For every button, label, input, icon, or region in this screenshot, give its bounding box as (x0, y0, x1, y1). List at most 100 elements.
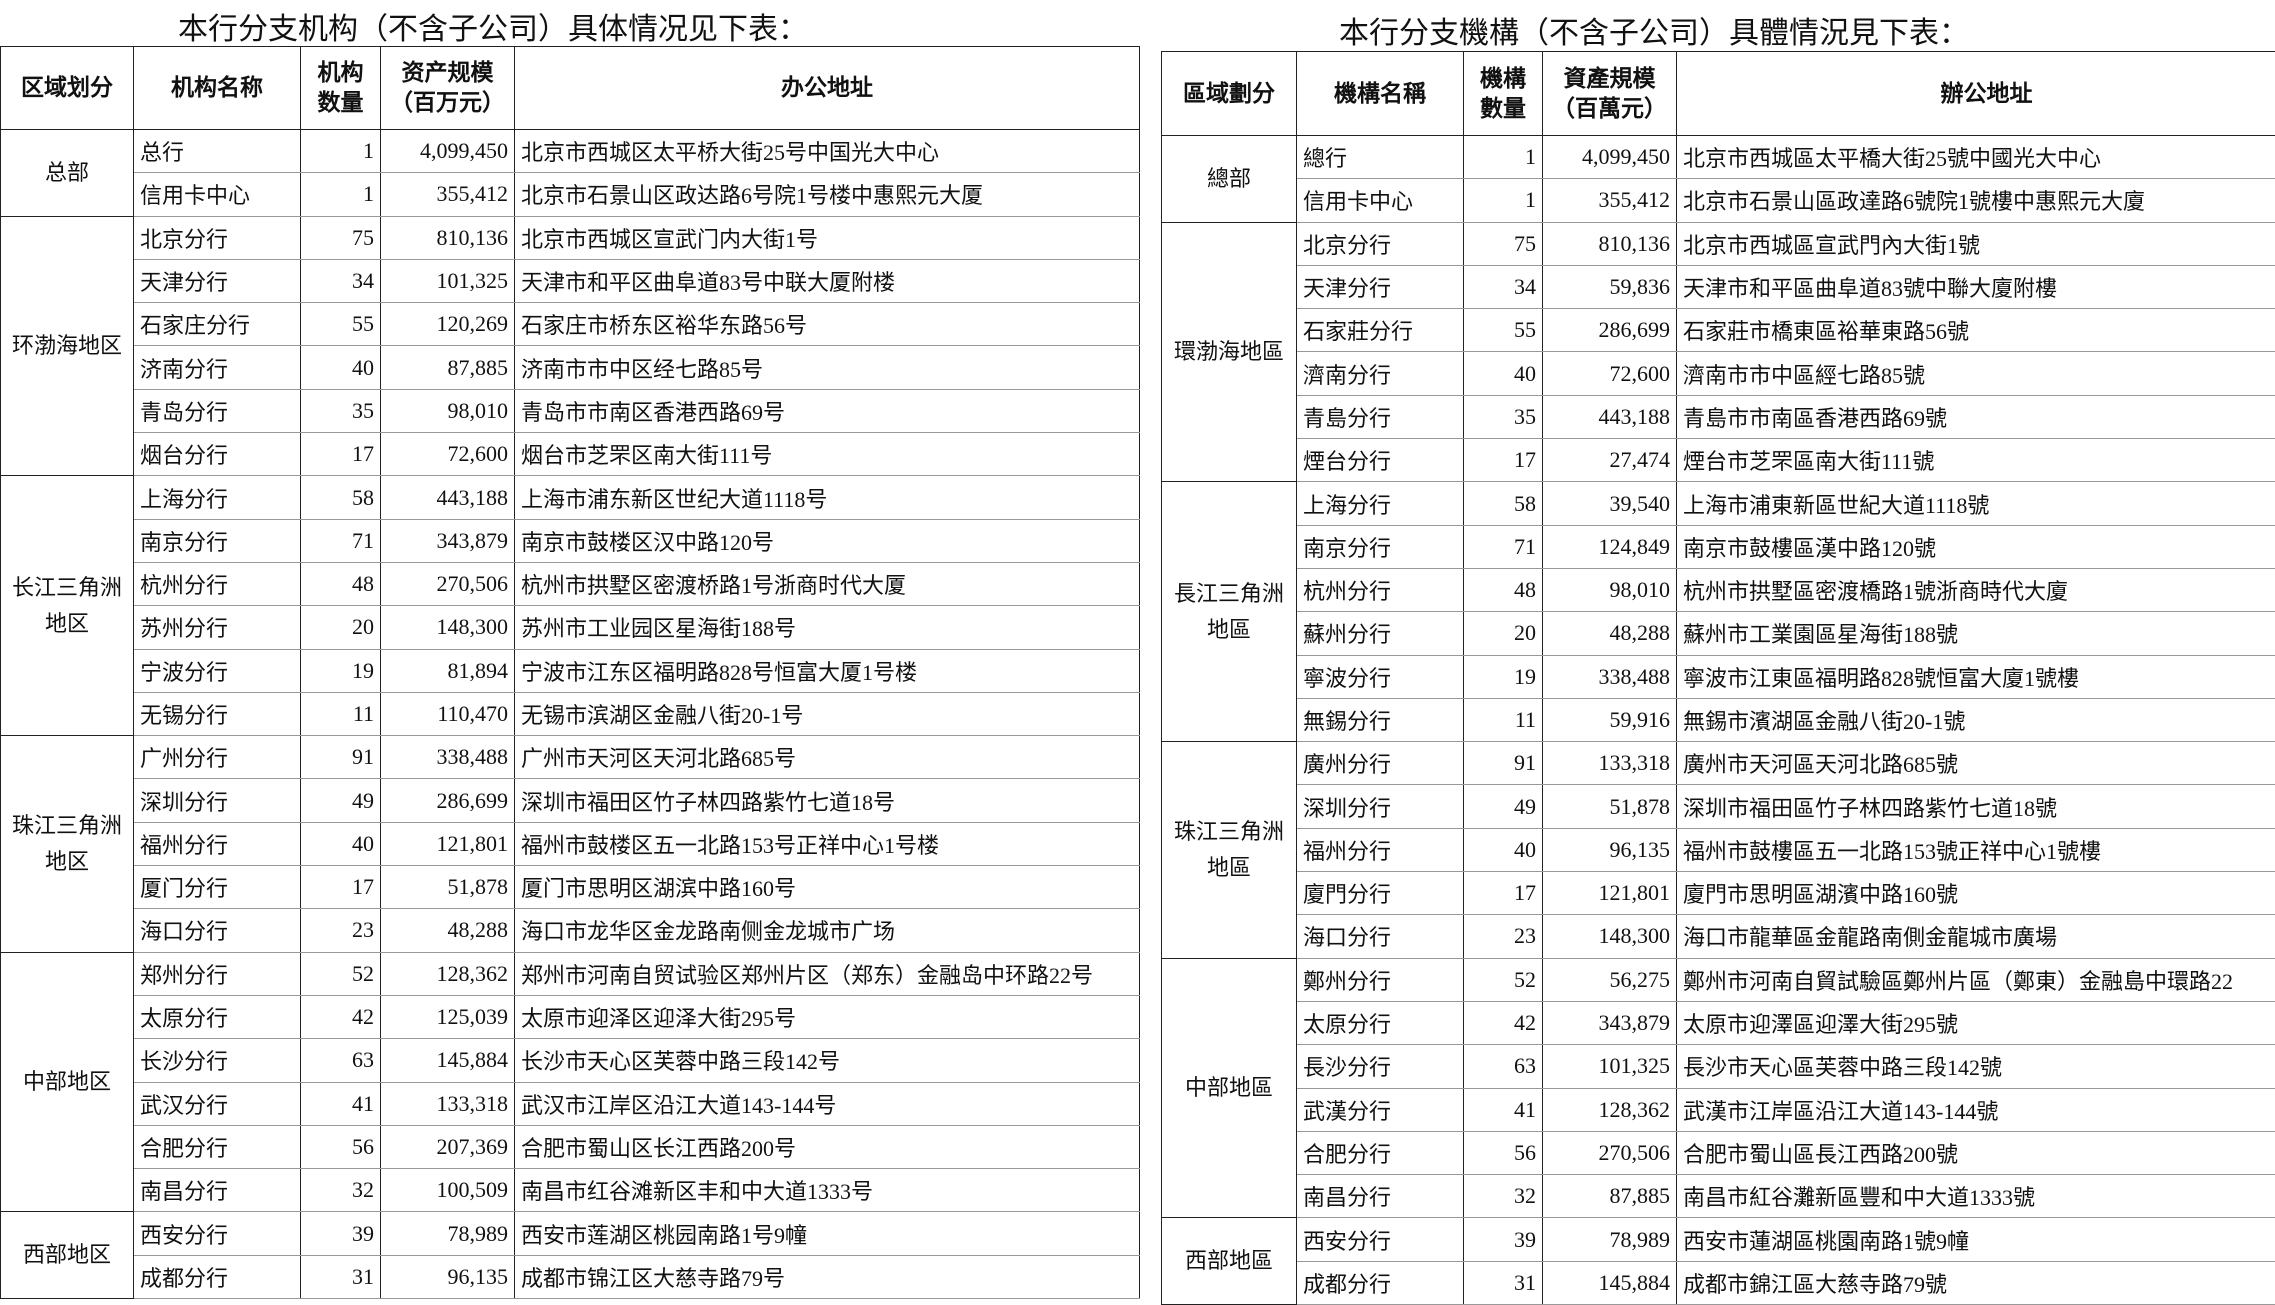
asset-size: 121,801 (381, 822, 515, 865)
asset-size: 124,849 (1543, 525, 1677, 568)
cell-line: 数量 (307, 88, 374, 118)
branch-name: 长沙分行 (134, 1039, 301, 1082)
office-address: 厦门市思明区湖滨中路160号 (515, 866, 1140, 909)
asset-size: 355,412 (381, 173, 515, 216)
cell-line: 区域划分 (7, 73, 127, 103)
branch-count: 32 (1464, 1175, 1543, 1218)
asset-size: 48,288 (381, 909, 515, 952)
asset-size: 4,099,450 (381, 130, 515, 173)
office-address: 长沙市天心区芙蓉中路三段142号 (515, 1039, 1140, 1082)
office-address: 廈門市思明區湖濱中路160號 (1677, 872, 2275, 915)
asset-size: 145,884 (1543, 1261, 1677, 1304)
cell-line: 机构名称 (140, 73, 294, 103)
branch-name: 青岛分行 (134, 389, 301, 432)
branch-count: 63 (1464, 1045, 1543, 1088)
asset-size: 148,300 (1543, 915, 1677, 958)
office-address: 无锡市滨湖区金融八街20-1号 (515, 692, 1140, 735)
office-address: 天津市和平區曲阜道83號中聯大廈附樓 (1677, 265, 2275, 308)
cell-line: 办公地址 (521, 73, 1133, 103)
office-address: 北京市石景山區政達路6號院1號樓中惠熙元大廈 (1677, 179, 2275, 222)
branch-count: 55 (1464, 309, 1543, 352)
asset-size: 125,039 (381, 995, 515, 1038)
office-address: 南昌市红谷滩新区丰和中大道1333号 (515, 1169, 1140, 1212)
office-address: 郑州市河南自贸试验区郑州片区（郑东）金融岛中环路22号 (515, 952, 1140, 995)
cell-line: 地区 (7, 844, 127, 880)
branch-name: 信用卡中心 (134, 173, 301, 216)
asset-size: 78,989 (381, 1212, 515, 1255)
cell-line: 環渤海地區 (1168, 334, 1290, 370)
asset-size: 48,288 (1543, 612, 1677, 655)
branch-name: 南京分行 (134, 519, 301, 562)
header-cell: 辦公地址 (1677, 52, 2275, 136)
asset-size: 101,325 (381, 259, 515, 302)
branch-count: 41 (1464, 1088, 1543, 1131)
branch-count: 52 (301, 952, 381, 995)
branch-name: 寧波分行 (1297, 655, 1464, 698)
asset-size: 59,836 (1543, 265, 1677, 308)
office-address: 北京市西城區宣武門內大街1號 (1677, 222, 2275, 265)
asset-size: 56,275 (1543, 958, 1677, 1001)
branch-count: 56 (301, 1125, 381, 1168)
left-title: 本行分支机构（不含子公司）具体情况见下表： (178, 4, 808, 48)
office-address: 太原市迎澤區迎澤大街295號 (1677, 1001, 2275, 1044)
branch-name: 無錫分行 (1297, 698, 1464, 741)
asset-size: 810,136 (1543, 222, 1677, 265)
branch-name: 合肥分行 (1297, 1131, 1464, 1174)
asset-size: 270,506 (1543, 1131, 1677, 1174)
branch-count: 17 (1464, 872, 1543, 915)
branch-count: 20 (1464, 612, 1543, 655)
asset-size: 810,136 (381, 216, 515, 259)
office-address: 寧波市江東區福明路828號恒富大廈1號樓 (1677, 655, 2275, 698)
cell-line: （百万元） (387, 88, 508, 118)
cell-line: 地区 (7, 606, 127, 642)
asset-size: 98,010 (381, 389, 515, 432)
branch-count: 20 (301, 606, 381, 649)
office-address: 合肥市蜀山区长江西路200号 (515, 1125, 1140, 1168)
header-cell: 机构名称 (134, 47, 301, 130)
office-address: 無錫市濱湖區金融八街20-1號 (1677, 698, 2275, 741)
branch-name: 杭州分行 (134, 562, 301, 605)
branch-count: 32 (301, 1169, 381, 1212)
asset-size: 443,188 (1543, 395, 1677, 438)
branch-name: 北京分行 (134, 216, 301, 259)
office-address: 苏州市工业园区星海街188号 (515, 606, 1140, 649)
branch-count: 40 (1464, 352, 1543, 395)
office-address: 福州市鼓楼区五一北路153号正祥中心1号楼 (515, 822, 1140, 865)
office-address: 宁波市江东区福明路828号恒富大厦1号楼 (515, 649, 1140, 692)
asset-size: 96,135 (1543, 828, 1677, 871)
branch-count: 34 (301, 259, 381, 302)
branch-name: 深圳分行 (1297, 785, 1464, 828)
cell-line: 機構 (1470, 64, 1536, 94)
branch-name: 北京分行 (1297, 222, 1464, 265)
asset-size: 338,488 (1543, 655, 1677, 698)
branch-count: 23 (1464, 915, 1543, 958)
branch-count: 34 (1464, 265, 1543, 308)
asset-size: 121,801 (1543, 872, 1677, 915)
asset-size: 133,318 (1543, 742, 1677, 785)
asset-size: 355,412 (1543, 179, 1677, 222)
branch-count: 1 (301, 173, 381, 216)
cell-line: 中部地區 (1168, 1070, 1290, 1106)
branch-name: 无锡分行 (134, 692, 301, 735)
branch-name: 天津分行 (134, 259, 301, 302)
office-address: 深圳市福田區竹子林四路紫竹七道18號 (1677, 785, 2275, 828)
branch-count: 42 (301, 995, 381, 1038)
office-address: 石家庄市桥东区裕华东路56号 (515, 303, 1140, 346)
